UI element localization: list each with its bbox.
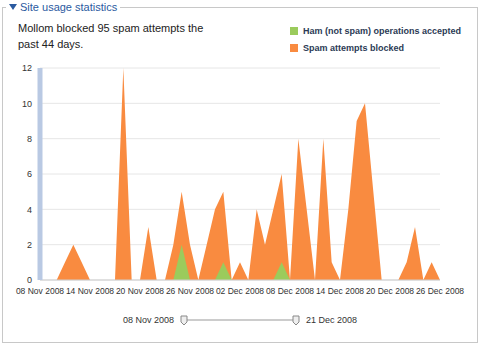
html-text:Ham (not spam) operations acce: Ham (not spam) operations accepted xyxy=(303,25,461,36)
svg-text:08 Dec 2008: 08 Dec 2008 xyxy=(266,286,314,296)
html-text:21 Dec 2008: 21 Dec 2008 xyxy=(306,315,357,325)
svg-text:0: 0 xyxy=(27,275,32,285)
svg-text:20 Dec 2008: 20 Dec 2008 xyxy=(366,286,414,296)
svg-text:08 Nov 2008: 08 Nov 2008 xyxy=(16,286,64,296)
html-text:Mollom blocked 95 spam attempt: Mollom blocked 95 spam attempts the past… xyxy=(18,22,204,50)
html-text:Spam attempts blocked: Spam attempts blocked xyxy=(303,42,404,53)
svg-text:8: 8 xyxy=(27,134,32,144)
svg-text:20 Nov 2008: 20 Nov 2008 xyxy=(116,286,164,296)
html-text:Site usage statistics: Site usage statistics xyxy=(20,1,118,13)
svg-text:26 Dec 2008: 26 Dec 2008 xyxy=(416,286,464,296)
svg-text:26 Nov 2008: 26 Nov 2008 xyxy=(166,286,214,296)
svg-text:14 Nov 2008: 14 Nov 2008 xyxy=(66,286,114,296)
html-text:08 Nov 2008: 08 Nov 2008 xyxy=(123,315,174,325)
svg-text:12: 12 xyxy=(22,63,32,73)
svg-text:6: 6 xyxy=(27,169,32,179)
svg-text:02 Dec 2008: 02 Dec 2008 xyxy=(216,286,264,296)
svg-text:2: 2 xyxy=(27,240,32,250)
svg-text:4: 4 xyxy=(27,205,32,215)
svg-text:10: 10 xyxy=(22,99,32,109)
svg-text:14 Dec 2008: 14 Dec 2008 xyxy=(316,286,364,296)
